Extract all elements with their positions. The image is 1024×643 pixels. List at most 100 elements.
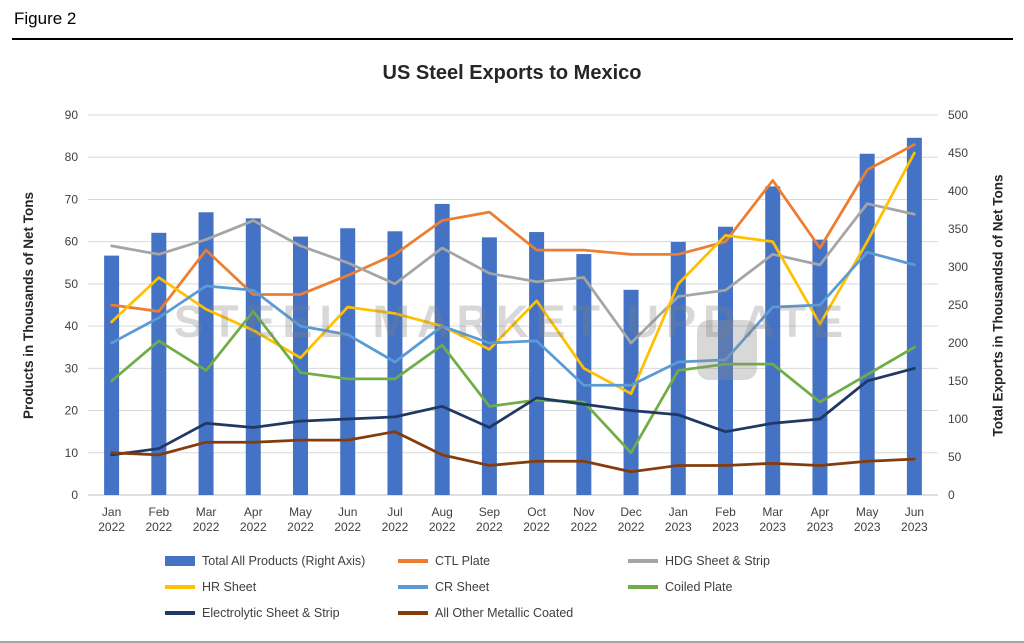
legend-item: HDG Sheet & Strip bbox=[628, 551, 938, 571]
legend-label: All Other Metallic Coated bbox=[435, 606, 574, 620]
legend-item: All Other Metallic Coated bbox=[398, 603, 628, 623]
legend-swatch bbox=[628, 559, 658, 563]
legend-item: Total All Products (Right Axis) bbox=[165, 551, 398, 571]
plot-area: 0 10 20 30 40 50 60 70 80 90 0 50 100 150 200 250 300 350… bbox=[65, 108, 969, 534]
legend-label: HR Sheet bbox=[202, 580, 257, 594]
legend-swatch bbox=[398, 559, 428, 563]
x-axis-year-label: 2022 bbox=[476, 520, 503, 534]
chart-title: US Steel Exports to Mexico bbox=[382, 62, 642, 84]
x-axis-month-label: Apr bbox=[244, 505, 263, 519]
x-axis-month-label: Mar bbox=[762, 505, 783, 519]
x-axis-year-label: 2022 bbox=[618, 520, 645, 534]
bar bbox=[104, 255, 120, 495]
legend-item: Electrolytic Sheet & Strip bbox=[165, 603, 398, 623]
legend-item: Coiled Plate bbox=[628, 577, 938, 597]
x-axis-year-label: 2022 bbox=[334, 520, 361, 534]
legend: Total All Products (Right Axis) CTL Plate… bbox=[165, 551, 938, 623]
x-axis-year-label: 2022 bbox=[98, 520, 125, 534]
x-axis-year-label: 2023 bbox=[759, 520, 786, 534]
right-axis-tick-label: 250 bbox=[948, 298, 968, 312]
right-axis-tick-label: 400 bbox=[948, 184, 968, 198]
bar bbox=[859, 153, 875, 495]
legend-label: CTL Plate bbox=[435, 554, 491, 568]
line-series bbox=[110, 250, 916, 387]
x-axis-year-label: 2023 bbox=[712, 520, 739, 534]
legend-label: HDG Sheet & Strip bbox=[665, 554, 770, 568]
x-axis-month-label: Jan bbox=[102, 505, 121, 519]
legend-label: Electrolytic Sheet & Strip bbox=[202, 606, 340, 620]
x-axis-month-label: May bbox=[856, 505, 879, 519]
line-series bbox=[110, 309, 916, 455]
bar bbox=[812, 239, 828, 495]
x-axis-month-label: Dec bbox=[620, 505, 641, 519]
line-series bbox=[110, 143, 916, 313]
line-series bbox=[110, 151, 916, 396]
left-axis-tick-label: 60 bbox=[65, 235, 79, 249]
legend-item: CTL Plate bbox=[398, 551, 628, 571]
left-axis-tick-label: 50 bbox=[65, 277, 79, 291]
x-axis-year-label: 2023 bbox=[807, 520, 834, 534]
legend-swatch bbox=[165, 611, 195, 615]
left-axis-tick-label: 70 bbox=[65, 192, 79, 206]
bar bbox=[576, 254, 592, 495]
left-axis-tick-label: 30 bbox=[65, 361, 79, 375]
x-axis-year-label: 2023 bbox=[854, 520, 881, 534]
x-axis-month-label: Oct bbox=[527, 505, 546, 519]
left-axis-tick-label: 40 bbox=[65, 319, 79, 333]
x-axis-month-label: Nov bbox=[573, 505, 594, 519]
left-axis-tick-label: 20 bbox=[65, 404, 79, 418]
legend-swatch bbox=[165, 556, 195, 566]
right-axis-tick-label: 0 bbox=[948, 488, 955, 502]
legend-item: HR Sheet bbox=[165, 577, 398, 597]
x-axis-year-label: 2023 bbox=[901, 520, 928, 534]
legend-swatch bbox=[398, 611, 428, 615]
x-axis-year-label: 2022 bbox=[570, 520, 597, 534]
bar bbox=[906, 137, 922, 496]
x-axis-month-label: Jan bbox=[669, 505, 688, 519]
legend-swatch bbox=[628, 585, 658, 589]
right-axis-tick-label: 300 bbox=[948, 260, 968, 274]
right-axis-tick-label: 200 bbox=[948, 336, 968, 350]
bar bbox=[670, 241, 686, 495]
right-axis-tick-label: 450 bbox=[948, 146, 968, 160]
x-axis-month-label: Jul bbox=[387, 505, 402, 519]
x-axis-month-label: Feb bbox=[148, 505, 169, 519]
x-axis-year-label: 2022 bbox=[382, 520, 409, 534]
legend-item: CR Sheet bbox=[398, 577, 628, 597]
bar bbox=[245, 218, 261, 496]
x-axis-year-label: 2022 bbox=[240, 520, 267, 534]
right-axis-tick-label: 50 bbox=[948, 450, 962, 464]
bar bbox=[765, 186, 781, 495]
bar bbox=[293, 236, 308, 495]
line-series bbox=[110, 366, 916, 457]
right-axis-tick-label: 150 bbox=[948, 374, 968, 388]
x-axis-year-label: 2022 bbox=[287, 520, 314, 534]
bar bbox=[481, 237, 497, 496]
x-axis-month-label: Aug bbox=[431, 505, 452, 519]
left-axis-tick-label: 0 bbox=[71, 488, 78, 502]
x-axis-year-label: 2022 bbox=[429, 520, 456, 534]
bar bbox=[434, 203, 450, 496]
legend-label: Coiled Plate bbox=[665, 580, 733, 594]
legend-label: CR Sheet bbox=[435, 580, 490, 594]
left-axis-tick-label: 80 bbox=[65, 150, 79, 164]
legend-label: Total All Products (Right Axis) bbox=[202, 554, 366, 568]
x-axis-month-label: Jun bbox=[905, 505, 924, 519]
right-axis-tick-label: 500 bbox=[948, 108, 968, 122]
legend-swatch bbox=[165, 585, 195, 589]
x-axis-month-label: Sep bbox=[479, 505, 501, 519]
x-axis-month-label: Apr bbox=[811, 505, 830, 519]
left-axis-tick-label: 90 bbox=[65, 108, 79, 122]
legend-swatch bbox=[398, 585, 428, 589]
line-series bbox=[110, 430, 916, 474]
bar bbox=[340, 228, 356, 496]
x-axis-year-label: 2022 bbox=[193, 520, 220, 534]
x-axis-month-label: Jun bbox=[338, 505, 357, 519]
x-axis-month-label: Feb bbox=[715, 505, 736, 519]
x-axis-month-label: May bbox=[289, 505, 312, 519]
left-axis-tick-label: 10 bbox=[65, 446, 79, 460]
bar bbox=[529, 232, 545, 496]
x-axis-month-label: Mar bbox=[196, 505, 217, 519]
x-axis-year-label: 2023 bbox=[665, 520, 692, 534]
